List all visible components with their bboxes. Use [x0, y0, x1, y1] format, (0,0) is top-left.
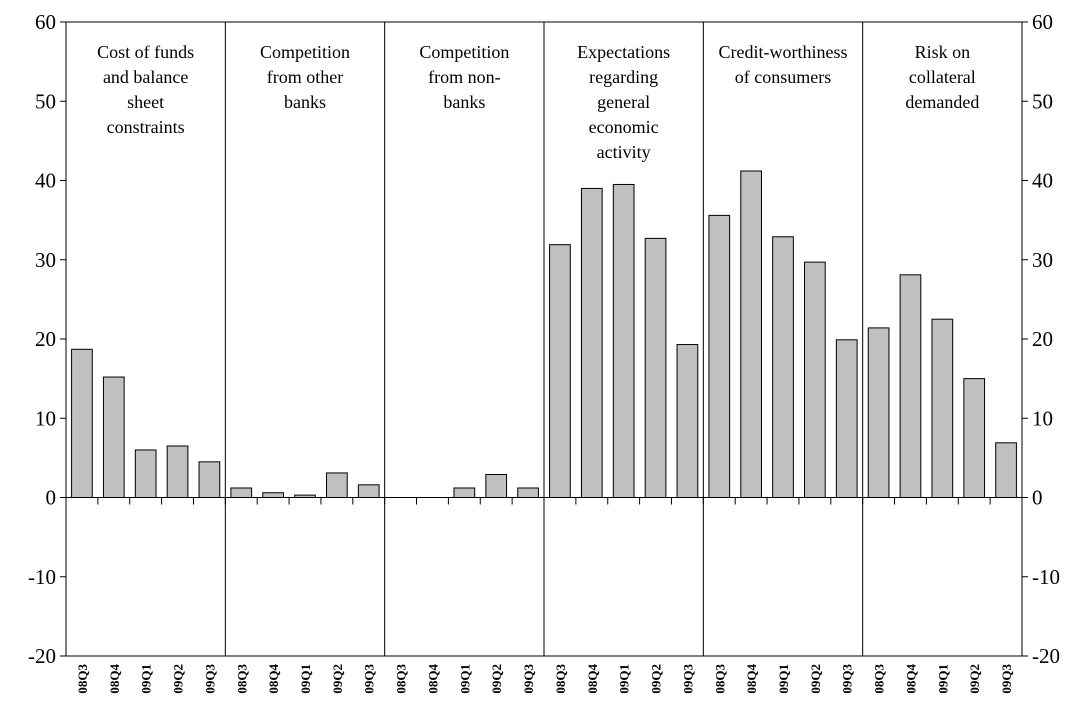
y-tick-label-right: -10 — [1032, 565, 1060, 589]
x-category-label: 09Q3 — [521, 664, 536, 694]
bar — [772, 236, 794, 499]
y-tick-label-left: 0 — [46, 486, 57, 510]
bar — [166, 445, 189, 498]
panel-title-line: Competition — [260, 42, 350, 62]
x-category-label: 08Q4 — [107, 664, 122, 694]
bar — [867, 327, 890, 498]
bar — [326, 472, 348, 498]
bar — [804, 261, 826, 498]
y-tick-label-left: -10 — [28, 565, 56, 589]
bar — [102, 376, 125, 499]
panel-title-line: of consumers — [735, 67, 831, 87]
x-category-label: 09Q1 — [457, 664, 472, 694]
y-tick-label-left: -20 — [28, 644, 56, 668]
x-category-label: 09Q3 — [202, 664, 217, 694]
y-tick-label-right: 60 — [1032, 10, 1053, 34]
x-category-label: 09Q1 — [139, 664, 154, 694]
x-category-label: 08Q4 — [266, 664, 281, 694]
y-tick-label-left: 60 — [35, 10, 56, 34]
panel-title-line: demanded — [905, 92, 979, 112]
bar — [71, 348, 93, 498]
x-category-label: 08Q3 — [712, 664, 727, 694]
panel-title-line: economic — [589, 117, 659, 137]
x-category-label: 09Q2 — [171, 664, 186, 694]
x-category-label: 09Q3 — [840, 664, 855, 694]
y-tick-label-left: 40 — [35, 169, 56, 193]
bar — [262, 492, 284, 498]
panel-title-line: Expectations — [577, 42, 670, 62]
x-category-label: 08Q3 — [553, 664, 568, 694]
x-category-label: 08Q3 — [75, 664, 90, 694]
panel-title-line: Competition — [419, 42, 509, 62]
y-tick-label-left: 50 — [35, 89, 56, 113]
panel-title-line: Credit-worthiness — [719, 42, 848, 62]
x-category-label: 09Q3 — [680, 664, 695, 694]
panel-title-line: banks — [284, 92, 326, 112]
y-tick-label-left: 30 — [35, 248, 56, 272]
panel-title-line: and balance — [103, 67, 188, 87]
panel-title-line: general — [597, 92, 650, 112]
bar — [899, 274, 922, 498]
bar — [931, 318, 954, 498]
bar — [549, 244, 571, 498]
panel-title-line: collateral — [909, 67, 976, 87]
panel-title-line: Cost of funds — [97, 42, 194, 62]
panel-title-line: from other — [267, 67, 343, 87]
x-category-label: 09Q2 — [489, 664, 504, 694]
x-category-label: 08Q3 — [872, 664, 887, 694]
x-category-label: 08Q4 — [425, 664, 440, 694]
y-tick-label-right: 50 — [1032, 89, 1053, 113]
x-category-label: 08Q4 — [903, 664, 918, 694]
panel-title-line: activity — [597, 142, 651, 162]
x-category-label: 09Q3 — [362, 664, 377, 694]
bar — [517, 487, 539, 498]
y-tick-label-right: 0 — [1032, 486, 1043, 510]
panel-title-line: regarding — [589, 67, 658, 87]
bar — [835, 339, 858, 499]
panel-title-line: banks — [443, 92, 485, 112]
bar — [676, 344, 699, 498]
bar — [708, 214, 731, 498]
x-category-label: 09Q2 — [649, 664, 664, 694]
y-tick-label-left: 10 — [35, 406, 56, 430]
bar — [134, 449, 157, 499]
x-category-label: 09Q1 — [776, 664, 791, 694]
x-category-label: 08Q3 — [234, 664, 249, 694]
panel-title-line: sheet — [127, 92, 164, 112]
bar — [357, 484, 380, 499]
x-category-label: 09Q1 — [617, 664, 632, 694]
y-tick-label-right: 20 — [1032, 327, 1053, 351]
bar — [230, 487, 253, 498]
bar — [485, 474, 508, 498]
panel-title-line: from non- — [428, 67, 500, 87]
bar — [995, 442, 1017, 499]
panel-title-line: Risk on — [915, 42, 971, 62]
x-category-label: 08Q3 — [394, 664, 409, 694]
x-category-label: 09Q2 — [808, 664, 823, 694]
y-tick-label-right: 10 — [1032, 406, 1053, 430]
bar — [453, 487, 476, 498]
bar — [963, 378, 986, 498]
y-tick-label-left: 20 — [35, 327, 56, 351]
x-category-label: 08Q4 — [585, 664, 600, 694]
panel-title-line: constraints — [107, 117, 185, 137]
x-category-label: 09Q2 — [967, 664, 982, 694]
bar — [612, 183, 635, 498]
bar — [740, 170, 762, 499]
bar — [580, 187, 603, 499]
x-category-label: 09Q3 — [999, 664, 1014, 694]
y-tick-label-right: 30 — [1032, 248, 1053, 272]
x-category-label: 09Q2 — [330, 664, 345, 694]
y-tick-label-right: 40 — [1032, 169, 1053, 193]
x-category-label: 09Q1 — [935, 664, 950, 694]
x-category-label: 09Q1 — [298, 664, 313, 694]
x-category-label: 08Q4 — [744, 664, 759, 694]
y-tick-label-right: -20 — [1032, 644, 1060, 668]
bar — [644, 237, 667, 498]
bar — [198, 461, 221, 498]
